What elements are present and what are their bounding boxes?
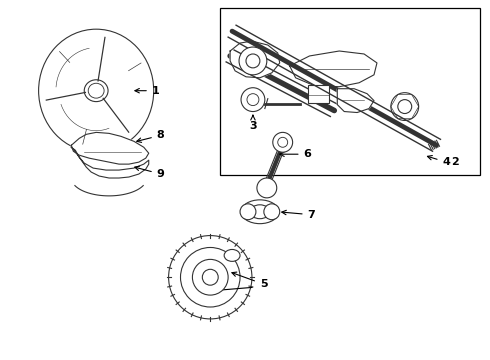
Circle shape [257,178,277,198]
Text: 1: 1 [135,86,160,96]
Circle shape [398,100,412,113]
Circle shape [240,204,256,220]
Circle shape [180,247,240,307]
Text: 4: 4 [427,156,450,167]
Text: 5: 5 [232,272,268,289]
Text: 9: 9 [135,166,165,179]
Ellipse shape [250,205,270,219]
Text: 3: 3 [249,115,257,131]
Polygon shape [72,132,149,164]
Ellipse shape [39,29,154,152]
Text: 8: 8 [137,130,165,143]
Circle shape [239,47,267,75]
Polygon shape [290,51,377,87]
Circle shape [264,204,280,220]
Circle shape [273,132,293,152]
Circle shape [241,88,265,112]
Polygon shape [72,147,149,178]
Text: 6: 6 [280,149,312,159]
Bar [220,8,480,175]
Circle shape [193,260,228,295]
Circle shape [247,94,259,105]
Circle shape [246,54,260,68]
Circle shape [278,137,288,147]
Circle shape [391,93,418,121]
Circle shape [202,269,218,285]
Text: 2: 2 [451,157,459,167]
Polygon shape [230,41,280,78]
Circle shape [169,235,252,319]
Ellipse shape [241,200,279,224]
Polygon shape [337,89,374,113]
Bar [308,85,329,103]
Text: 7: 7 [282,210,316,220]
Ellipse shape [224,249,240,261]
